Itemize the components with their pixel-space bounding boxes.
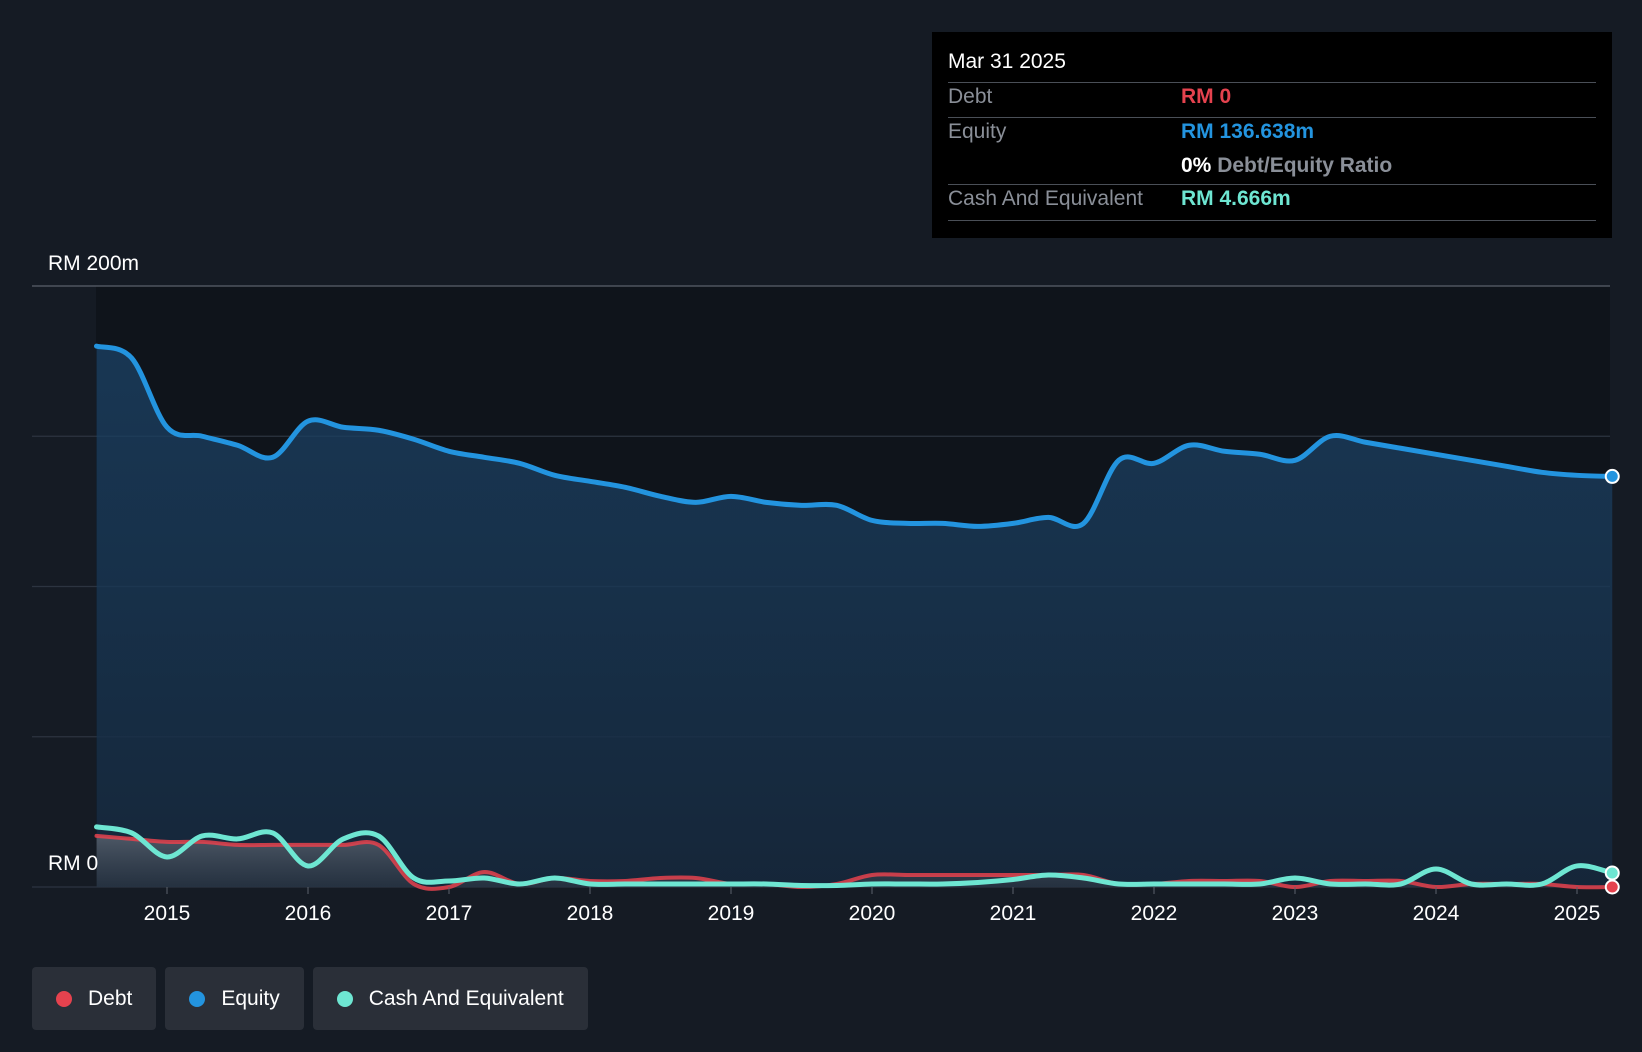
debt-line xyxy=(94,833,1615,891)
x-tick-label: 2023 xyxy=(1272,902,1319,925)
legend: Debt Equity Cash And Equivalent xyxy=(32,967,588,1030)
series-lines xyxy=(94,343,1615,891)
cash-line xyxy=(94,824,1615,889)
equity-line xyxy=(94,343,1615,529)
tooltip-cash-value: RM 4.666m xyxy=(1181,187,1291,210)
legend-dot-icon xyxy=(189,990,206,1007)
tooltip-date: Mar 31 2025 xyxy=(948,50,1066,73)
x-tick-label: 2019 xyxy=(708,902,755,925)
legend-item-equity[interactable]: Equity xyxy=(165,967,304,1030)
y-bottom-label: RM 0 xyxy=(48,852,98,875)
tooltip-debt-label: Debt xyxy=(948,85,993,108)
legend-dot-icon xyxy=(56,990,72,1007)
x-tick-label: 2015 xyxy=(144,902,191,925)
legend-item-cash[interactable]: Cash And Equivalent xyxy=(312,967,588,1030)
tooltip-ratio: 0% Debt/Equity Ratio xyxy=(1181,154,1392,178)
cash-end-marker xyxy=(1604,865,1620,881)
tooltip-ratio-value: 0% xyxy=(1181,154,1212,177)
legend-item-debt[interactable]: Debt xyxy=(32,967,157,1030)
y-axis-labels: RM 200m RM 0 xyxy=(48,252,139,875)
x-tick-label: 2017 xyxy=(426,902,473,925)
x-tick-label: 2020 xyxy=(849,902,896,925)
legend-dot-icon xyxy=(336,990,353,1007)
tooltip-panel: Mar 31 2025 Debt RM 0 Equity RM 136.638m… xyxy=(932,32,1612,238)
legend-label: Equity xyxy=(221,986,280,1010)
x-tick-label: 2022 xyxy=(1131,902,1178,925)
x-tick-label: 2016 xyxy=(285,902,332,925)
tooltip-divider xyxy=(948,82,1596,83)
legend-label: Debt xyxy=(88,986,133,1010)
tooltip-debt-value: RM 0 xyxy=(1181,85,1232,108)
x-tick-label: 2025 xyxy=(1554,902,1601,925)
tooltip-cash-label: Cash And Equivalent xyxy=(948,187,1143,210)
x-tick-label: 2018 xyxy=(567,902,614,925)
tooltip-ratio-label: Debt/Equity Ratio xyxy=(1217,154,1393,177)
x-axis-ticks: 2015 2016 2017 2018 2019 2020 2021 2022 2023 2024… xyxy=(144,887,1601,925)
x-tick-label: 2021 xyxy=(990,902,1037,925)
tooltip-divider xyxy=(948,117,1596,118)
end-markers xyxy=(1604,468,1620,895)
equity-area xyxy=(96,346,1613,888)
tooltip-equity-value: RM 136.638m xyxy=(1181,120,1315,143)
tooltip-divider xyxy=(948,220,1596,221)
y-top-label: RM 200m xyxy=(48,252,139,275)
equity-end-marker xyxy=(1604,468,1620,484)
debt-end-marker xyxy=(1604,879,1620,895)
tooltip-divider xyxy=(948,184,1596,185)
x-tick-label: 2024 xyxy=(1413,902,1460,925)
tooltip-equity-label: Equity xyxy=(948,120,1007,143)
legend-label: Cash And Equivalent xyxy=(368,986,564,1010)
